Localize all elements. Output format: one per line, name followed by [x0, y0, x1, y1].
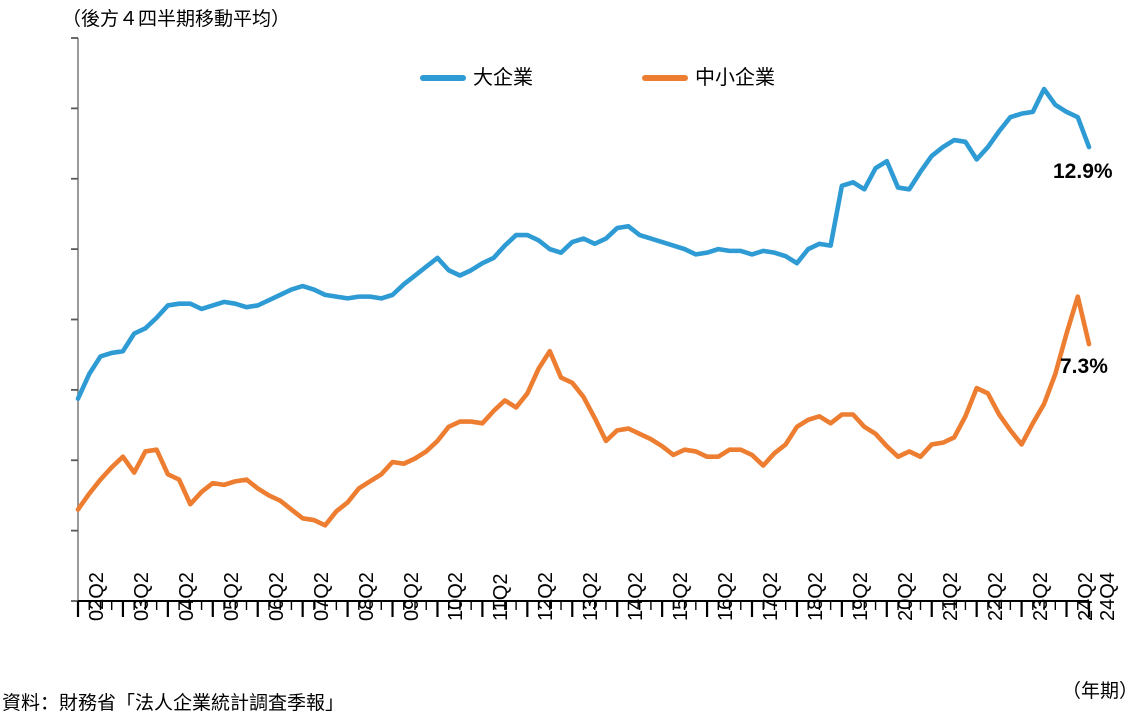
source-note: 資料：財務省「法人企業統計調査季報」: [2, 693, 345, 714]
chart-series: [75, 86, 1092, 528]
legend-swatch-large-enterprise: [420, 75, 466, 81]
legend-swatch-sme: [642, 75, 688, 81]
end-label-large-enterprise: 12.9%: [1053, 160, 1113, 183]
chart-subtitle-note: （後方４四半期移動平均）: [62, 9, 291, 30]
legend-entry-sme[interactable]: 中小企業: [642, 68, 775, 88]
chart-legend: 大企業 中小企業: [420, 68, 840, 98]
end-label-sme: 7.3%: [1060, 355, 1108, 378]
legend-label-large-enterprise: 大企業: [473, 67, 533, 89]
chart-axes: [71, 37, 1091, 617]
legend-entry-large-enterprise[interactable]: 大企業: [420, 68, 533, 88]
x-axis-unit-label: （年期）: [1061, 681, 1138, 702]
legend-label-sme: 中小企業: [695, 67, 775, 89]
